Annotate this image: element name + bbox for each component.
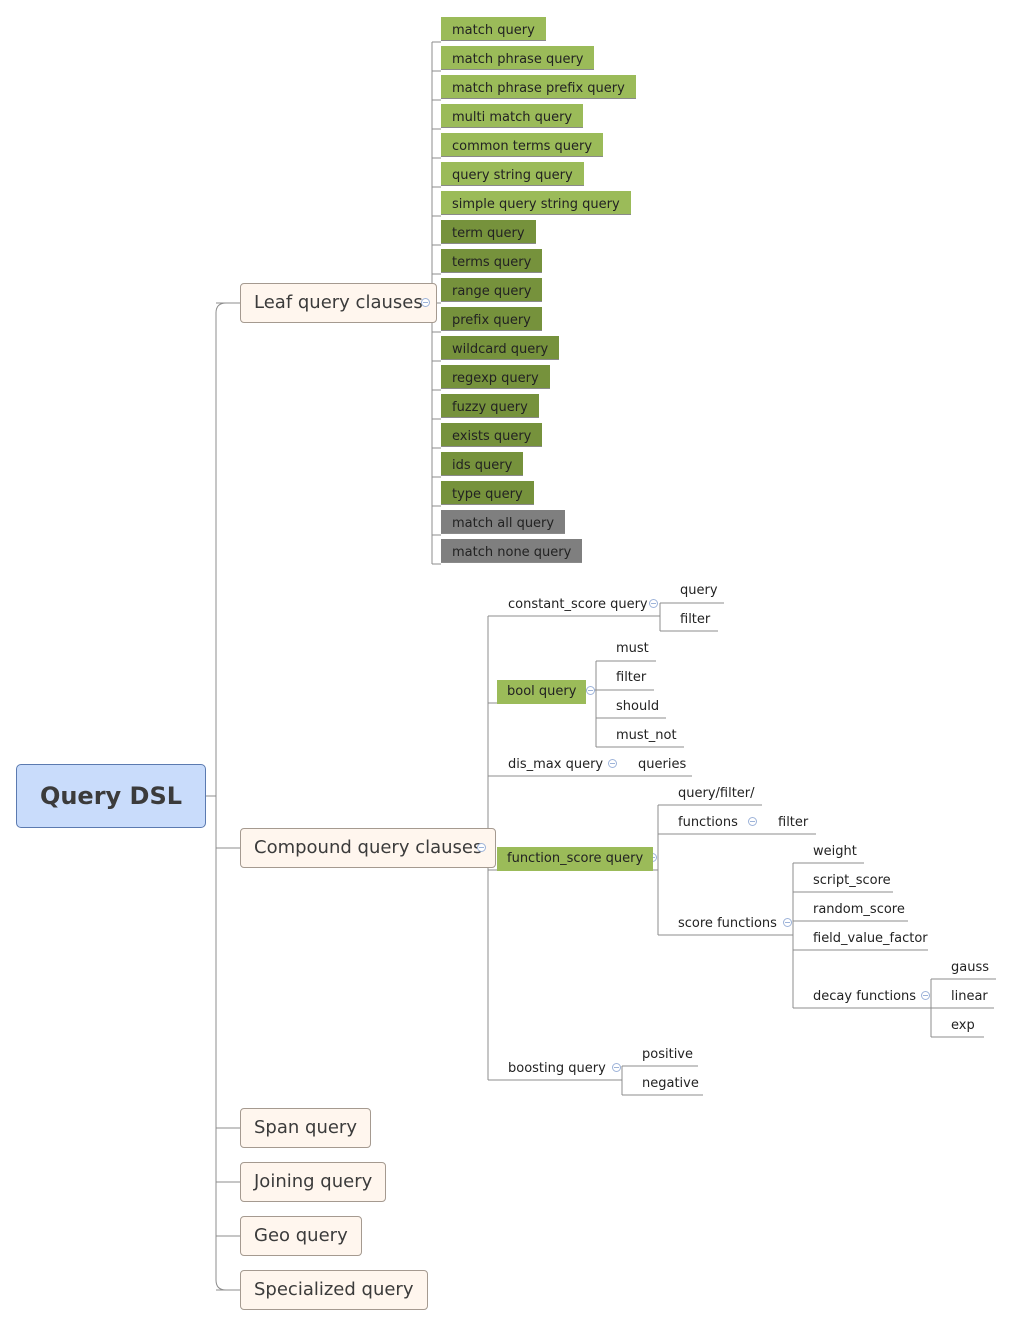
category-span-query[interactable]: Span query (240, 1108, 371, 1148)
dis-max-query-node[interactable]: dis_max query (508, 757, 604, 772)
decay-functions-node[interactable]: decay functions (813, 989, 917, 1004)
score-function-random-score[interactable]: random_score (813, 902, 905, 917)
bool-child-must-not[interactable]: must_not (616, 728, 677, 743)
leaf-query-item[interactable]: match phrase prefix query (441, 75, 636, 99)
boosting-child-positive[interactable]: positive (642, 1047, 693, 1062)
boosting-query-node[interactable]: boosting query (508, 1061, 606, 1076)
bool-child-should[interactable]: should (616, 699, 660, 714)
leaf-query-item[interactable]: terms query (441, 249, 543, 273)
decay-function-gauss[interactable]: gauss (951, 960, 990, 975)
leaf-query-item[interactable]: fuzzy query (441, 394, 539, 418)
collapse-toggle-icon[interactable] (612, 1063, 621, 1072)
leaf-query-item[interactable]: match query (441, 17, 546, 41)
bool-child-filter[interactable]: filter (616, 670, 647, 685)
leaf-query-item[interactable]: term query (441, 220, 536, 244)
score-function-script-score[interactable]: script_score (813, 873, 891, 888)
root-node[interactable]: Query DSL (16, 764, 206, 828)
collapse-toggle-icon[interactable] (783, 918, 792, 927)
score-functions-node[interactable]: score functions (678, 916, 777, 931)
leaf-query-item[interactable]: regexp query (441, 365, 550, 389)
leaf-query-item[interactable]: multi match query (441, 104, 584, 128)
bool-child-must[interactable]: must (616, 641, 649, 656)
collapse-toggle-icon[interactable] (608, 759, 617, 768)
collapse-toggle-icon[interactable] (586, 686, 595, 695)
category-leaf-query-clauses[interactable]: Leaf query clauses (240, 283, 437, 323)
collapse-toggle-icon[interactable] (421, 298, 430, 307)
decay-function-exp[interactable]: exp (951, 1018, 975, 1033)
score-function-field-value-factor[interactable]: field_value_factor (813, 931, 928, 946)
function-score-query-filter[interactable]: query/filter/ (678, 786, 755, 801)
constant-score-child-query[interactable]: query (680, 583, 718, 598)
bool-query-node[interactable]: bool query (497, 680, 587, 704)
leaf-query-item[interactable]: query string query (441, 162, 584, 186)
collapse-toggle-icon[interactable] (649, 599, 658, 608)
function-score-query-node[interactable]: function_score query (497, 847, 654, 871)
category-specialized-query[interactable]: Specialized query (240, 1270, 428, 1310)
leaf-query-item[interactable]: simple query string query (441, 191, 631, 215)
dis-max-child-queries[interactable]: queries (638, 757, 687, 772)
category-joining-query[interactable]: Joining query (240, 1162, 387, 1202)
score-function-weight[interactable]: weight (813, 844, 857, 859)
collapse-toggle-icon[interactable] (748, 817, 757, 826)
decay-function-linear[interactable]: linear (951, 989, 988, 1004)
leaf-query-item[interactable]: common terms query (441, 133, 604, 157)
leaf-query-item[interactable]: match phrase query (441, 46, 595, 70)
category-compound-query-clauses[interactable]: Compound query clauses (240, 828, 497, 868)
constant-score-child-filter[interactable]: filter (680, 612, 711, 627)
leaf-query-item[interactable]: range query (441, 278, 543, 302)
leaf-query-item[interactable]: type query (441, 481, 534, 505)
category-geo-query[interactable]: Geo query (240, 1216, 362, 1256)
constant-score-query-node[interactable]: constant_score query (508, 597, 648, 612)
boosting-child-negative[interactable]: negative (642, 1076, 699, 1091)
leaf-query-item[interactable]: match none query (441, 539, 583, 563)
collapse-toggle-icon[interactable] (477, 843, 486, 852)
leaf-query-item[interactable]: ids query (441, 452, 524, 476)
leaf-query-item[interactable]: exists query (441, 423, 543, 447)
leaf-query-item[interactable]: match all query (441, 510, 566, 534)
collapse-toggle-icon[interactable] (921, 991, 930, 1000)
function-score-functions[interactable]: functions (678, 815, 738, 830)
functions-child-filter[interactable]: filter (778, 815, 809, 830)
leaf-query-item[interactable]: wildcard query (441, 336, 560, 360)
leaf-query-item[interactable]: prefix query (441, 307, 542, 331)
